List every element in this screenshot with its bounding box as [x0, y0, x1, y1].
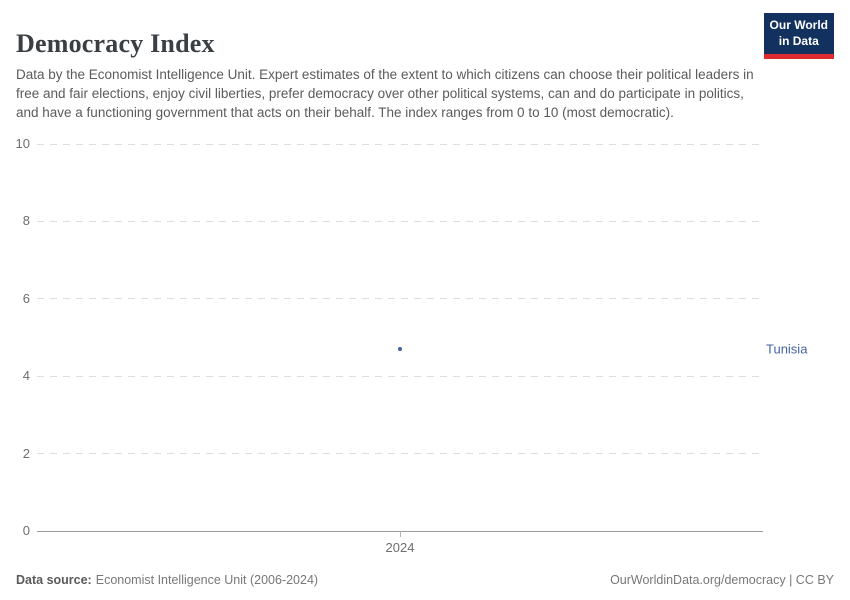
owid-logo[interactable]: Our World in Data [763, 13, 834, 60]
y-axis-tick-label-2: 2 [22, 445, 30, 461]
y-axis-tick-label-0: 0 [22, 523, 30, 538]
y-axis-tick-label-6: 6 [22, 290, 30, 306]
owid-logo-line2: in Data [778, 33, 819, 48]
chart-subtitle: Data by the Economist Intelligence Unit.… [16, 66, 754, 120]
tunisia-data-point[interactable] [398, 347, 402, 352]
credit-link[interactable]: OurWorldinData.org/democracy | CC BY [610, 573, 834, 587]
x-axis-tick-mark [400, 531, 401, 537]
data-source-label: Data source: [16, 573, 92, 587]
y-axis-tick-label-4: 4 [22, 368, 30, 384]
chart-footer: Data source: Economist Intelligence Unit … [16, 573, 834, 587]
data-source: Data source: Economist Intelligence Unit … [16, 573, 318, 587]
tunisia-entity-label[interactable]: Tunisia [766, 341, 808, 357]
data-source-value: Economist Intelligence Unit (2006-2024) [95, 573, 319, 587]
owid-logo-line1: Our World [769, 18, 828, 32]
gridline-y4 [37, 375, 763, 377]
gridline-y6 [37, 298, 763, 300]
y-axis-tick-label-8: 8 [22, 213, 30, 229]
chart-title: Democracy Index [16, 29, 215, 59]
x-axis-tick-label: 2024 [385, 540, 415, 555]
gridline-y8 [37, 220, 763, 222]
gridline-y10 [37, 143, 763, 145]
gridline-y2 [37, 453, 763, 455]
y-axis-tick-label-10: 10 [15, 136, 30, 151]
